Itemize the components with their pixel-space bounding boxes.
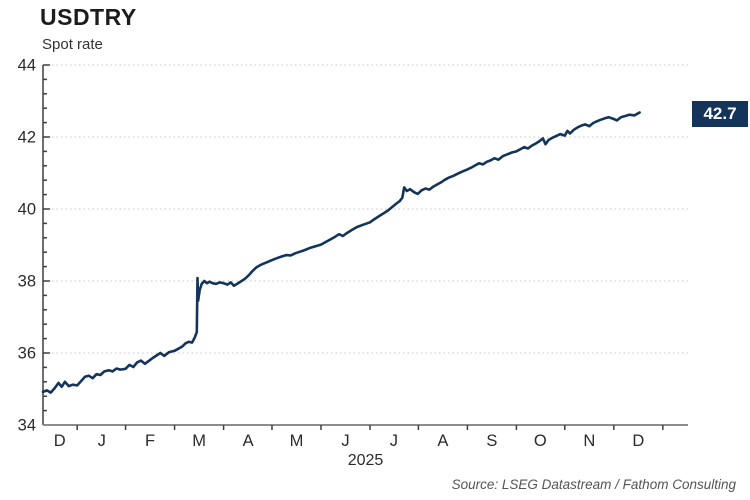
x-tick-label: J	[390, 432, 398, 450]
spot-rate-line	[41, 111, 641, 394]
y-tick-label: 36	[18, 345, 36, 363]
x-tick-label: J	[98, 432, 106, 450]
x-tick-label: N	[583, 432, 595, 450]
x-tick-label: M	[192, 432, 206, 450]
x-tick-label: D	[632, 432, 644, 450]
x-tick-label: S	[486, 432, 497, 450]
y-tick-label: 40	[18, 201, 36, 219]
x-tick-label: O	[534, 432, 547, 450]
x-tick-label: F	[145, 432, 155, 450]
page-title: USDTRY	[40, 4, 137, 30]
last-value-badge: 42.7	[692, 101, 748, 127]
x-tick-label: A	[243, 432, 254, 450]
source-credit: Source: LSEG Datastream / Fathom Consult…	[451, 477, 736, 492]
x-axis-year-label: 2025	[347, 452, 384, 469]
y-tick-label: 44	[18, 57, 36, 75]
y-tick-label: 42	[18, 129, 36, 147]
chart-subtitle: Spot rate	[42, 36, 103, 53]
x-tick-label: M	[290, 432, 304, 450]
x-tick-label: J	[341, 432, 349, 450]
y-tick-label: 34	[18, 417, 36, 435]
y-tick-label: 38	[18, 273, 36, 291]
x-tick-label: A	[437, 432, 448, 450]
x-tick-label: D	[54, 432, 66, 450]
